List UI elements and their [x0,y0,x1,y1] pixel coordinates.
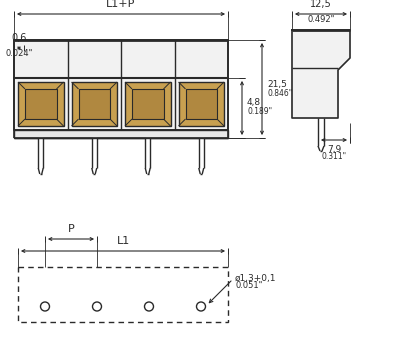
Text: L1+P: L1+P [106,0,136,9]
Text: 0.051": 0.051" [235,281,262,290]
Text: 0.024": 0.024" [5,49,33,58]
Bar [72,82,117,126]
Bar [18,82,64,126]
Bar [14,40,228,78]
Polygon shape [292,30,350,118]
Text: 0.846": 0.846" [267,88,292,97]
Bar [14,130,228,138]
Bar [178,82,224,126]
Text: 4,8: 4,8 [247,98,261,107]
Bar [25,89,56,119]
Bar [186,89,217,119]
Text: P: P [68,224,74,234]
Text: 0,6: 0,6 [11,33,27,43]
Text: 0.311": 0.311" [322,152,346,161]
Text: 0.189": 0.189" [247,107,272,116]
Bar [18,267,228,322]
Bar [14,78,228,130]
Text: 0.492": 0.492" [307,15,335,24]
Bar [132,89,164,119]
Bar [78,89,110,119]
Text: 12,5: 12,5 [310,0,332,9]
Bar [125,82,170,126]
Text: 21,5: 21,5 [267,79,287,88]
Text: 7,9: 7,9 [327,145,341,154]
Text: L1: L1 [116,236,130,246]
Text: ø1,3+0,1: ø1,3+0,1 [235,274,276,282]
